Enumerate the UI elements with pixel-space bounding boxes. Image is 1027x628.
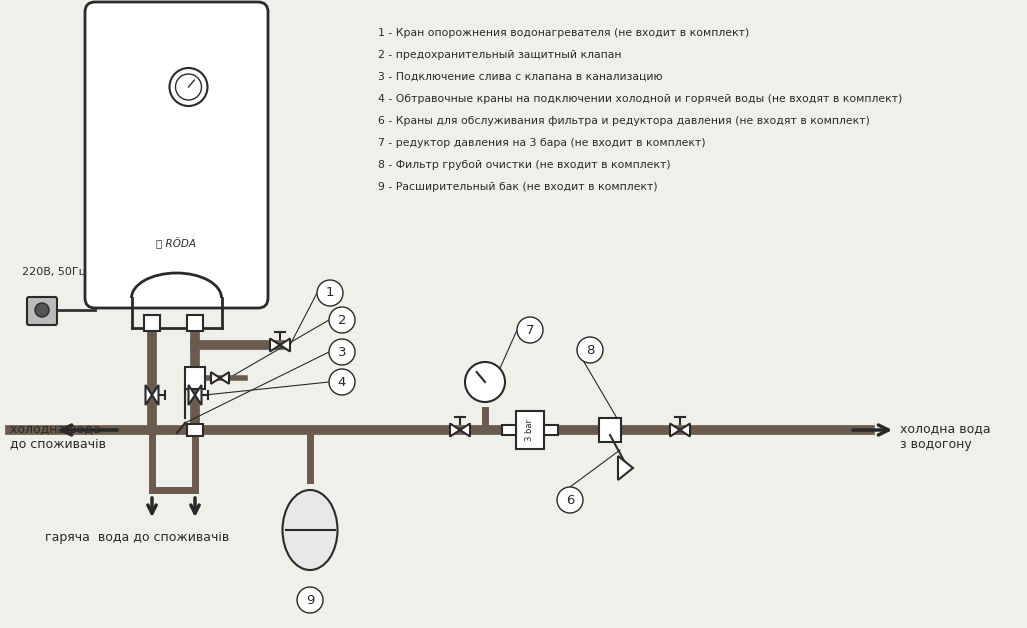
Polygon shape [189, 385, 201, 405]
Text: 2: 2 [338, 313, 346, 327]
Text: гаряча  вода до споживачів: гаряча вода до споживачів [45, 531, 229, 544]
FancyBboxPatch shape [187, 315, 203, 331]
Circle shape [297, 587, 324, 613]
Text: Ⓡ RÖDA: Ⓡ RÖDA [156, 237, 196, 249]
Polygon shape [211, 372, 229, 384]
Polygon shape [146, 385, 158, 405]
FancyBboxPatch shape [144, 315, 160, 331]
Text: 9 - Расширительный бак (не входит в комплект): 9 - Расширительный бак (не входит в комп… [378, 182, 657, 192]
Text: холодна вода
до споживачів: холодна вода до споживачів [10, 422, 106, 451]
Circle shape [557, 487, 583, 513]
Circle shape [329, 307, 355, 333]
Text: 2 - предохранительный защитный клапан: 2 - предохранительный защитный клапан [378, 50, 621, 60]
Text: 6 - Краны для обслуживания фильтра и редуктора давления (не входят в комплект): 6 - Краны для обслуживания фильтра и ред… [378, 116, 870, 126]
FancyBboxPatch shape [27, 297, 58, 325]
Circle shape [169, 68, 207, 106]
Text: 7 - редуктор давления на 3 бара (не входит в комплект): 7 - редуктор давления на 3 бара (не вход… [378, 138, 706, 148]
Text: 4 - Обтравочные краны на подключении холодной и горячей воды (не входят в компле: 4 - Обтравочные краны на подключении хол… [378, 94, 903, 104]
Circle shape [577, 337, 603, 363]
Polygon shape [450, 423, 470, 436]
Text: 220В, 50Гц: 220В, 50Гц [22, 267, 86, 277]
Circle shape [317, 280, 343, 306]
Text: 7: 7 [526, 323, 534, 337]
Text: 3 bar: 3 bar [526, 419, 534, 441]
Text: 6: 6 [566, 494, 574, 507]
FancyBboxPatch shape [185, 367, 205, 389]
Circle shape [329, 369, 355, 395]
Text: холодна вода
з водогону: холодна вода з водогону [900, 422, 991, 451]
FancyBboxPatch shape [516, 411, 544, 449]
Text: 3 - Подключение слива с клапана в канализацию: 3 - Подключение слива с клапана в канали… [378, 72, 662, 82]
FancyBboxPatch shape [544, 425, 558, 435]
Text: 8: 8 [585, 344, 595, 357]
Circle shape [465, 362, 505, 402]
Text: 8 - Фильтр грубой очистки (не входит в комплект): 8 - Фильтр грубой очистки (не входит в к… [378, 160, 671, 170]
Text: 1 - Кран опорожнения водонагревателя (не входит в комплект): 1 - Кран опорожнения водонагревателя (не… [378, 28, 750, 38]
FancyBboxPatch shape [187, 425, 203, 436]
Text: 3: 3 [338, 345, 346, 359]
Ellipse shape [282, 490, 338, 570]
Polygon shape [670, 423, 690, 436]
Polygon shape [270, 338, 290, 352]
Text: 4: 4 [338, 376, 346, 389]
Polygon shape [618, 456, 633, 480]
Circle shape [35, 303, 49, 317]
FancyBboxPatch shape [85, 2, 268, 308]
Text: 9: 9 [306, 593, 314, 607]
FancyBboxPatch shape [599, 418, 621, 442]
FancyBboxPatch shape [502, 425, 516, 435]
Circle shape [329, 339, 355, 365]
Text: 1: 1 [326, 286, 334, 300]
Circle shape [517, 317, 543, 343]
